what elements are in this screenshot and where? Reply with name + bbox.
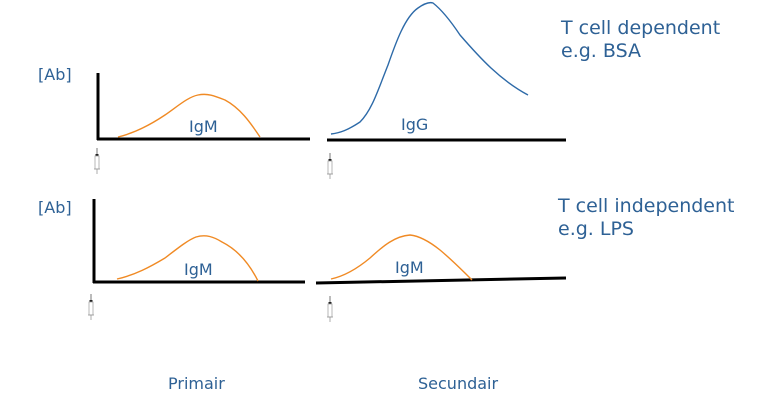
row1-side-label: T cell dependent e.g. BSA	[561, 17, 720, 63]
row1-secondary-curve-label: IgG	[401, 115, 429, 134]
row2-primary-axes	[92, 199, 305, 284]
row1-side-label-line2: e.g. BSA	[561, 40, 641, 62]
row2-primary-curve-label: IgM	[184, 260, 213, 279]
row1-primary-axes	[96, 73, 310, 141]
row2-secondary-curve-label: IgM	[395, 258, 424, 277]
row1-side-label-line1: T cell dependent	[561, 17, 721, 39]
row2-primary-igm-curve	[116, 235, 259, 282]
syringe-icon	[327, 296, 333, 322]
syringe-icon	[94, 148, 100, 174]
row2-secondary-axes	[315, 276, 567, 285]
row1-primary-igm-curve	[117, 93, 261, 138]
row2-side-label-line1: T cell independent	[558, 195, 735, 217]
y-axis-label-row1: [Ab]	[38, 65, 72, 84]
syringe-icon	[327, 153, 333, 179]
row1-secondary-igg-curve	[330, 1, 529, 135]
row1-primary-curve-label: IgM	[189, 117, 218, 136]
y-axis-label-row2: [Ab]	[38, 198, 72, 217]
row2-side-label: T cell independent e.g. LPS	[558, 195, 734, 241]
column-label-secondary: Secundair	[418, 374, 499, 393]
syringe-icon	[88, 294, 94, 320]
row2-side-label-line2: e.g. LPS	[558, 218, 634, 240]
column-label-primary: Primair	[168, 374, 225, 393]
row2-secondary-igm-curve	[330, 234, 473, 281]
